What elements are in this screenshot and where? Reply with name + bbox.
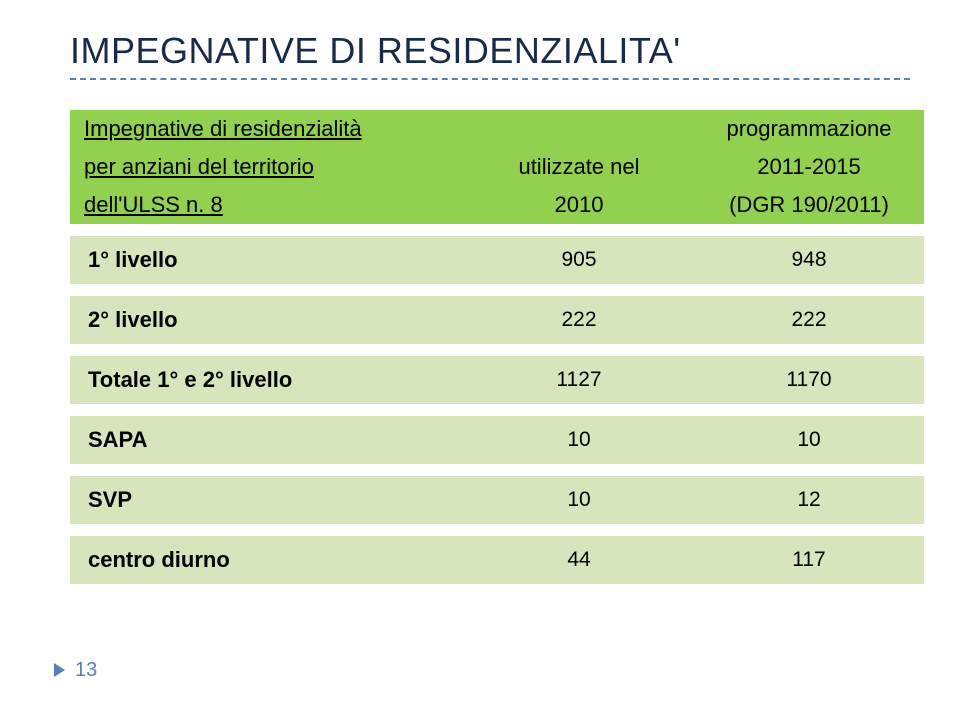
row-label: centro diurno	[70, 536, 464, 584]
row-val: 222	[694, 296, 924, 344]
table-row: 2° livello 222 222	[70, 296, 924, 344]
table-row: Totale 1° e 2° livello 1127 1170	[70, 356, 924, 404]
table-row: SAPA 10 10	[70, 416, 924, 464]
row-val: 10	[694, 416, 924, 464]
page-number: 13	[54, 659, 97, 682]
table-header-row: per anziani del territorio utilizzate ne…	[70, 148, 924, 186]
gap-row	[70, 284, 924, 296]
slide: IMPEGNATIVE DI RESIDENZIALITA' Impegnati…	[0, 0, 960, 716]
gap-row	[70, 524, 924, 536]
table-header-row: Impegnative di residenzialità programmaz…	[70, 110, 924, 148]
hdr-c1-l1: Impegnative di residenzialità	[84, 116, 362, 141]
table-row: centro diurno 44 117	[70, 536, 924, 584]
data-table: Impegnative di residenzialità programmaz…	[70, 110, 924, 584]
row-val: 10	[464, 416, 694, 464]
gap-row	[70, 404, 924, 416]
row-val: 1127	[464, 356, 694, 404]
row-label: 1° livello	[70, 236, 464, 284]
row-val: 222	[464, 296, 694, 344]
hdr-c2-l2: utilizzate nel	[464, 148, 694, 186]
table-row: SVP 10 12	[70, 476, 924, 524]
row-val: 12	[694, 476, 924, 524]
hdr-c1-l3: dell'ULSS n. 8	[84, 192, 223, 217]
row-label: Totale 1° e 2° livello	[70, 356, 464, 404]
row-val: 117	[694, 536, 924, 584]
hdr-c3-l2: 2011-2015	[694, 148, 924, 186]
gap-row	[70, 224, 924, 236]
row-label: 2° livello	[70, 296, 464, 344]
row-val: 948	[694, 236, 924, 284]
gap-row	[70, 464, 924, 476]
table-header-row: dell'ULSS n. 8 2010 (DGR 190/2011)	[70, 186, 924, 224]
hdr-c2-l1	[464, 110, 694, 148]
row-label: SVP	[70, 476, 464, 524]
page-number-value: 13	[75, 659, 97, 681]
gap-row	[70, 344, 924, 356]
row-label: SAPA	[70, 416, 464, 464]
row-val: 10	[464, 476, 694, 524]
hdr-c3-l3: (DGR 190/2011)	[694, 186, 924, 224]
hdr-c3-l1: programmazione	[694, 110, 924, 148]
row-val: 1170	[694, 356, 924, 404]
hdr-c1-l2: per anziani del territorio	[84, 154, 314, 179]
slide-title: IMPEGNATIVE DI RESIDENZIALITA'	[70, 30, 910, 72]
hdr-c2-l3: 2010	[464, 186, 694, 224]
table-row: 1° livello 905 948	[70, 236, 924, 284]
title-underline	[70, 78, 910, 80]
pagenum-arrow-icon	[54, 663, 65, 677]
row-val: 905	[464, 236, 694, 284]
row-val: 44	[464, 536, 694, 584]
